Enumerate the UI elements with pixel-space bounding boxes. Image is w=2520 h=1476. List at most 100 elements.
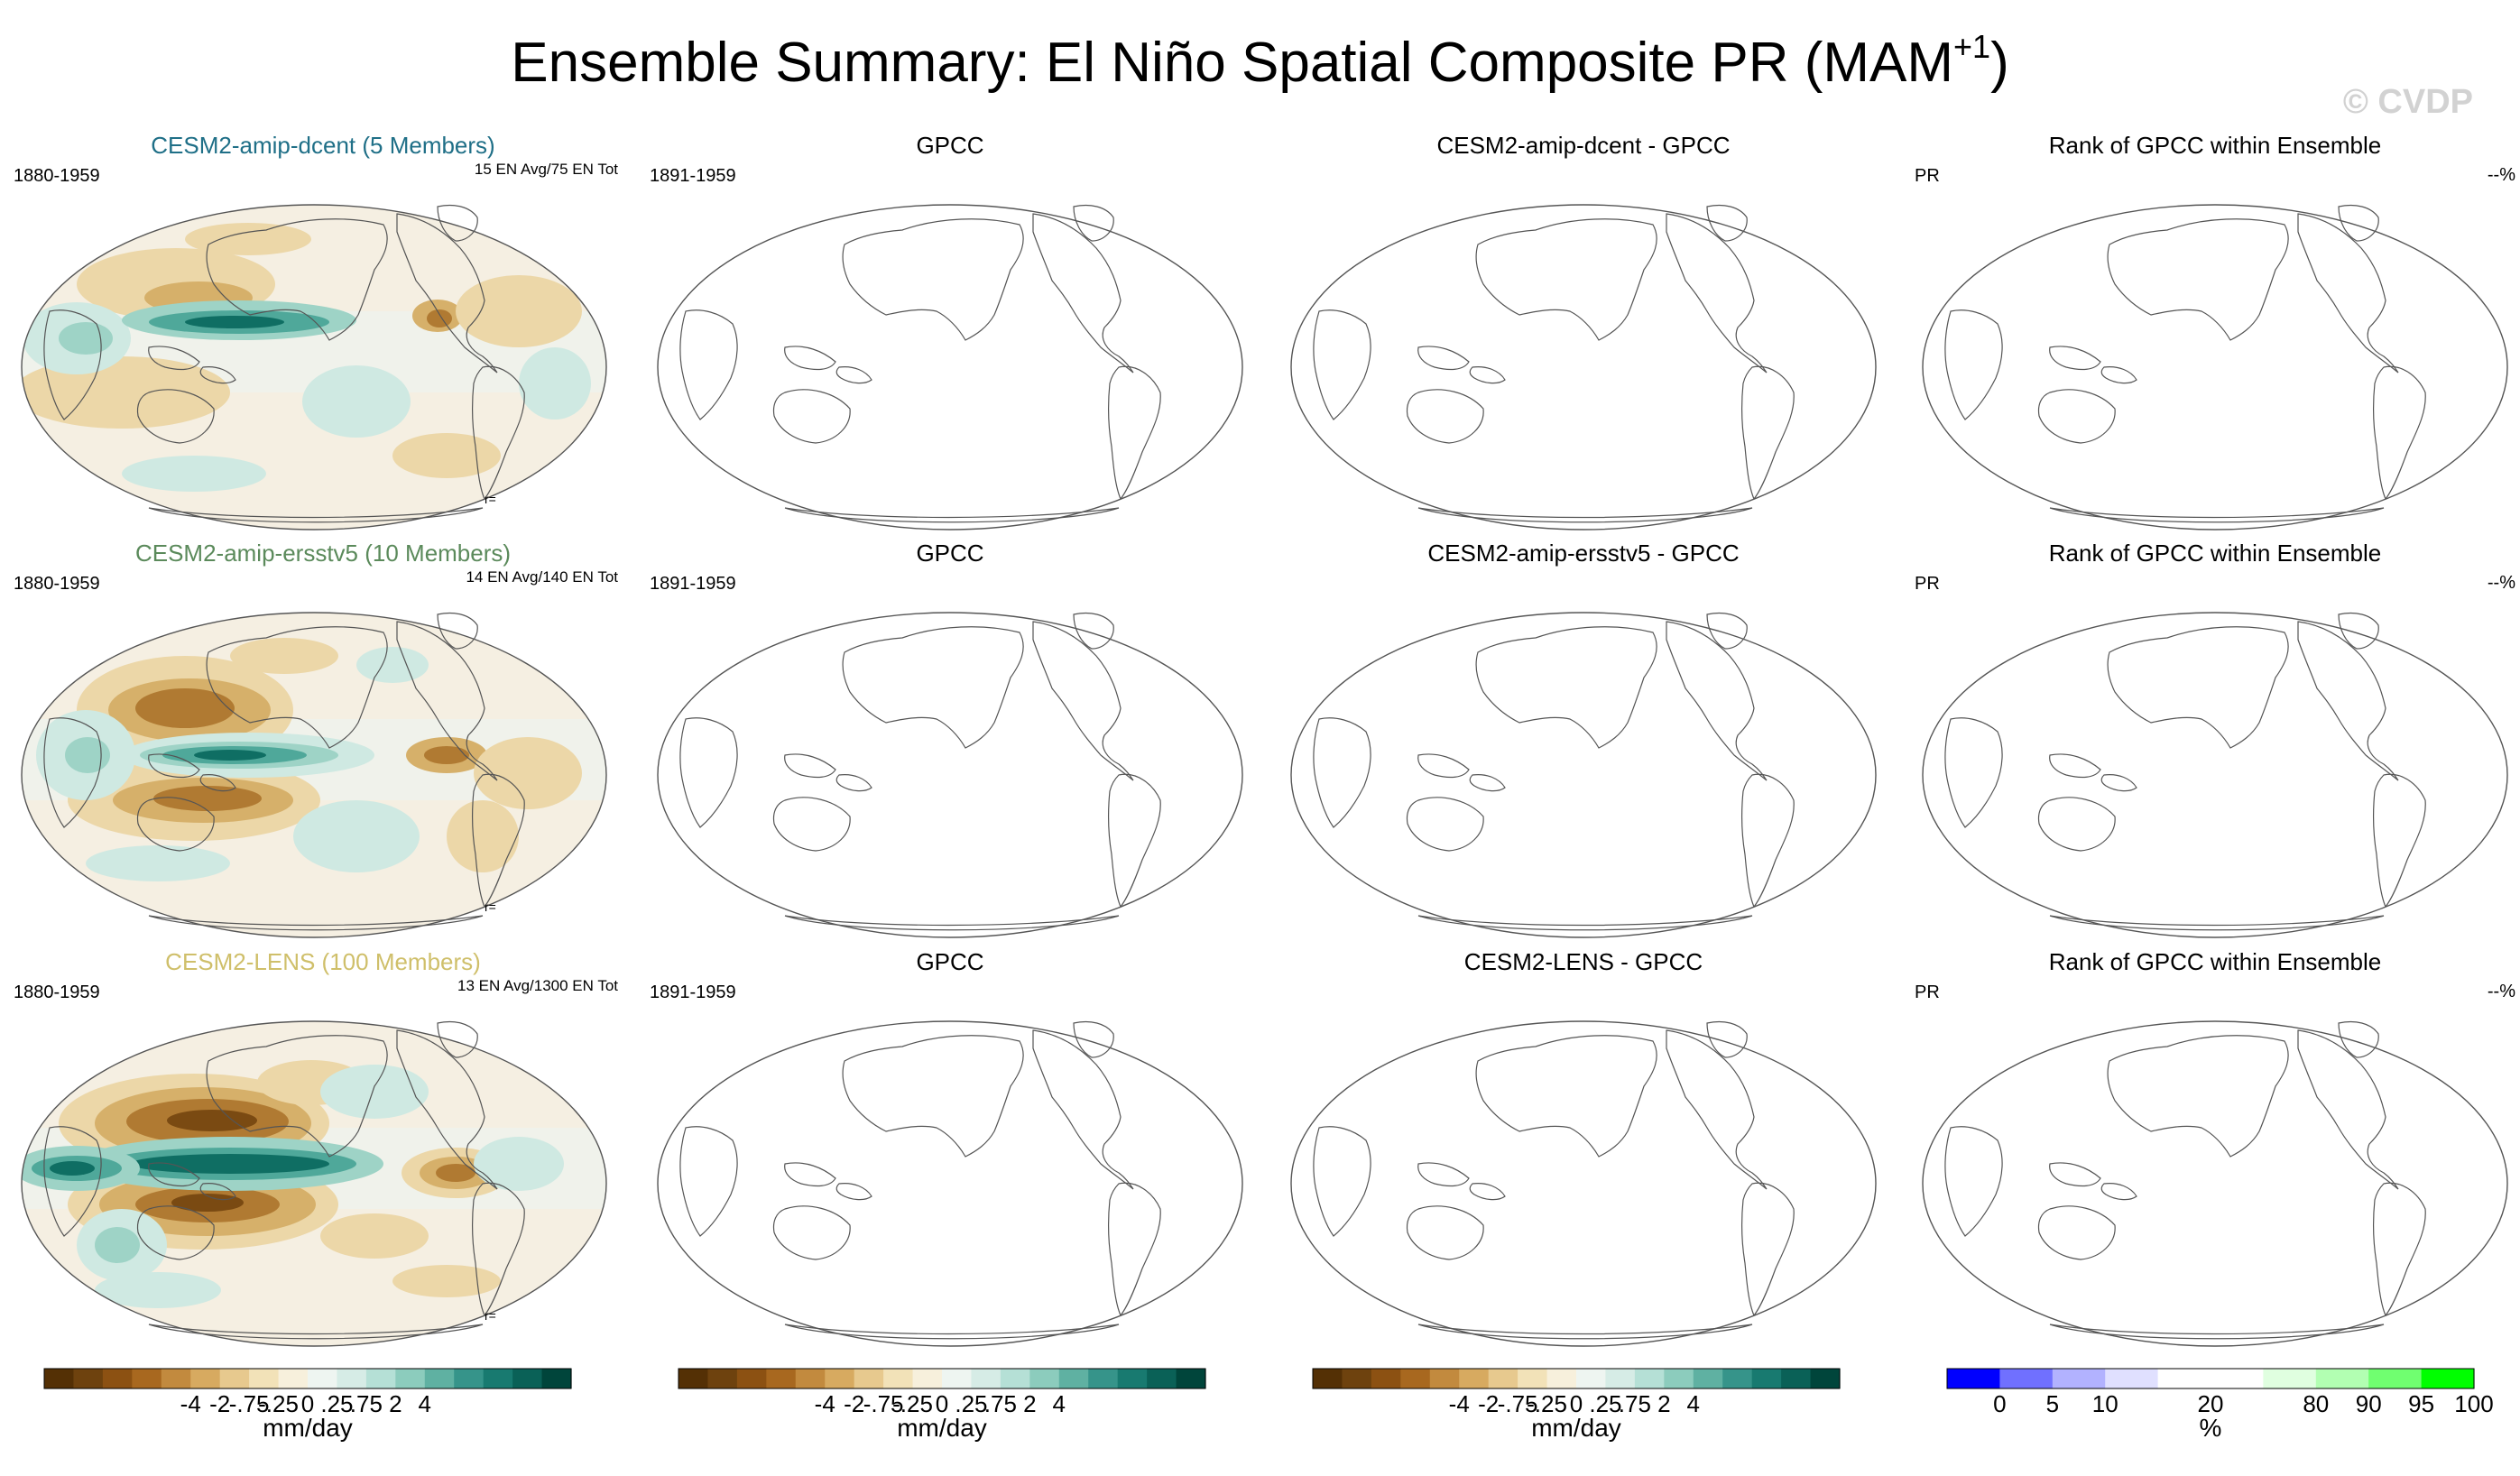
colorbar-box [161, 1369, 191, 1388]
pr-colorbar-unit: mm/day [1531, 1414, 1621, 1442]
colorbar-box [1518, 1369, 1548, 1388]
colorbar-box [1176, 1369, 1206, 1388]
colorbar-box [942, 1369, 973, 1388]
colorbar-box [736, 1369, 767, 1388]
colorbar-tick-label: -4 [180, 1390, 201, 1417]
colorbar-tick-label: .25 [320, 1390, 353, 1417]
colorbar-box [2052, 1369, 2106, 1388]
colorbar-box [219, 1369, 250, 1388]
pr-colorbar-svg: -4 -2-.75-.25 0.25.75 2 4 [678, 1368, 1206, 1417]
rank-variable: PR [1915, 574, 1940, 594]
colorbar-tick-label: -2 [844, 1390, 864, 1417]
colorbar-box [1313, 1369, 1343, 1388]
colorbar-box [308, 1369, 338, 1388]
colorbar-box [1058, 1369, 1089, 1388]
colorbar-box [483, 1369, 513, 1388]
colorbar-box [278, 1369, 309, 1388]
map-diff [1290, 1020, 1877, 1347]
colorbar-tick-label: -2 [209, 1390, 230, 1417]
model-years: 1880-1959 [14, 574, 100, 594]
map-rank [1922, 204, 2508, 530]
colorbar-box [971, 1369, 1002, 1388]
colorbar-box [1947, 1369, 2000, 1388]
colorbar-box [854, 1369, 884, 1388]
colorbar-box [541, 1369, 572, 1388]
map-model [21, 1020, 607, 1347]
colorbar-tick-label: 95 [2408, 1390, 2434, 1417]
colorbar-box [132, 1369, 162, 1388]
colorbar-box [1576, 1369, 1607, 1388]
colorbar-box [1029, 1369, 1060, 1388]
colorbar-box [73, 1369, 104, 1388]
colorbar-box [44, 1369, 75, 1388]
colorbar-box [1371, 1369, 1401, 1388]
map-diff [1290, 612, 1877, 938]
colorbar-tick-label: .25 [955, 1390, 987, 1417]
colorbar-box [1117, 1369, 1148, 1388]
colorbar-tick-label: -.75 [863, 1390, 904, 1417]
rank-title: Rank of GPCC within Ensemble [2048, 948, 2382, 975]
colorbar-box [1781, 1369, 1812, 1388]
model-stats: 14 EN Avg/140 EN Tot [466, 568, 618, 586]
colorbar-tick-label: 4 [1053, 1390, 1066, 1417]
panel-obs-row1: GPCC 1891-1959 [650, 131, 1251, 530]
rank-percent: --% [2487, 573, 2515, 593]
colorbar-box [1400, 1369, 1431, 1388]
colorbar-tick-label: .25 [1589, 1390, 1621, 1417]
pr-colorbar-unit: mm/day [897, 1414, 987, 1442]
model-title: CESM2-amip-ersstv5 (10 Members) [134, 540, 512, 567]
colorbar-box [2211, 1369, 2264, 1388]
map-model [21, 612, 607, 938]
rank-title: Rank of GPCC within Ensemble [2048, 132, 2382, 159]
colorbar-box [1810, 1369, 1841, 1388]
diff-title: CESM2-amip-ersstv5 - GPCC [1427, 540, 1740, 567]
panel-rank-row3: Rank of GPCC within Ensemble PR --% [1915, 947, 2515, 1347]
colorbar-box [102, 1369, 133, 1388]
colorbar-box [766, 1369, 797, 1388]
model-stats: 13 EN Avg/1300 EN Tot [457, 977, 618, 994]
rank-variable: PR [1915, 166, 1940, 186]
model-years: 1880-1959 [14, 166, 100, 186]
model-correlation: r= [485, 492, 496, 506]
colorbar-box [424, 1369, 455, 1388]
colorbar-box [825, 1369, 855, 1388]
colorbar-box [2315, 1369, 2369, 1388]
colorbar-tick-label: -.25 [892, 1390, 933, 1417]
colorbar-tick-label: 10 [2092, 1390, 2118, 1417]
pr-colorbar-model: -4 -2 -.75 -.25 0.25.75 2 4 mm/day [43, 1368, 572, 1442]
colorbar-box [2105, 1369, 2159, 1388]
map-obs [657, 612, 1243, 938]
colorbar-box [2368, 1369, 2423, 1388]
figure-title: Ensemble Summary: El Niño Spatial Compos… [511, 28, 2009, 95]
colorbar-box [1634, 1369, 1665, 1388]
colorbar-box [883, 1369, 914, 1388]
colorbar-box [249, 1369, 280, 1388]
panel-obs-row3: GPCC 1891-1959 [650, 947, 1251, 1347]
pr-colorbar-svg: -4 -2-.75-.25 0.25.75 2 4 [1312, 1368, 1841, 1417]
colorbar-box [1751, 1369, 1782, 1388]
colorbar-tick-label: 0 [936, 1390, 948, 1417]
obs-years: 1891-1959 [650, 166, 736, 186]
panel-rank-row2: Rank of GPCC within Ensemble PR --% [1915, 539, 2515, 938]
colorbar-box [1693, 1369, 1723, 1388]
colorbar-tick-label: -.75 [1498, 1390, 1538, 1417]
colorbar-tick-label: -2 [1478, 1390, 1499, 1417]
colorbar-box [2263, 1369, 2317, 1388]
colorbar-box [1000, 1369, 1030, 1388]
panel-model-row2: CESM2-amip-ersstv5 (10 Members) 1880-195… [14, 539, 618, 938]
pr-colorbar-unit: mm/day [263, 1414, 353, 1442]
pr-colorbar-diff: -4 -2 -.75 -.25 0.25.75 2 4 mm/day [1312, 1368, 1841, 1442]
colorbar-tick-label: -4 [1449, 1390, 1470, 1417]
colorbar-box [1088, 1369, 1119, 1388]
colorbar-box [1664, 1369, 1694, 1388]
obs-title: GPCC [916, 948, 984, 975]
map-diff [1290, 204, 1877, 530]
obs-years: 1891-1959 [650, 982, 736, 1002]
rank-percent: --% [2487, 982, 2515, 1001]
colorbar-tick-label: -.25 [258, 1390, 299, 1417]
rank-colorbar-svg: 0 5 10 20 80 90 95 100 [1946, 1368, 2494, 1417]
rank-colorbar: 0 5 10 20 80 90 95 100 % [1946, 1368, 2494, 1442]
rank-colorbar-unit: % [2199, 1414, 2222, 1442]
colorbar-tick-label: .75 [350, 1390, 383, 1417]
map-model [21, 204, 607, 530]
